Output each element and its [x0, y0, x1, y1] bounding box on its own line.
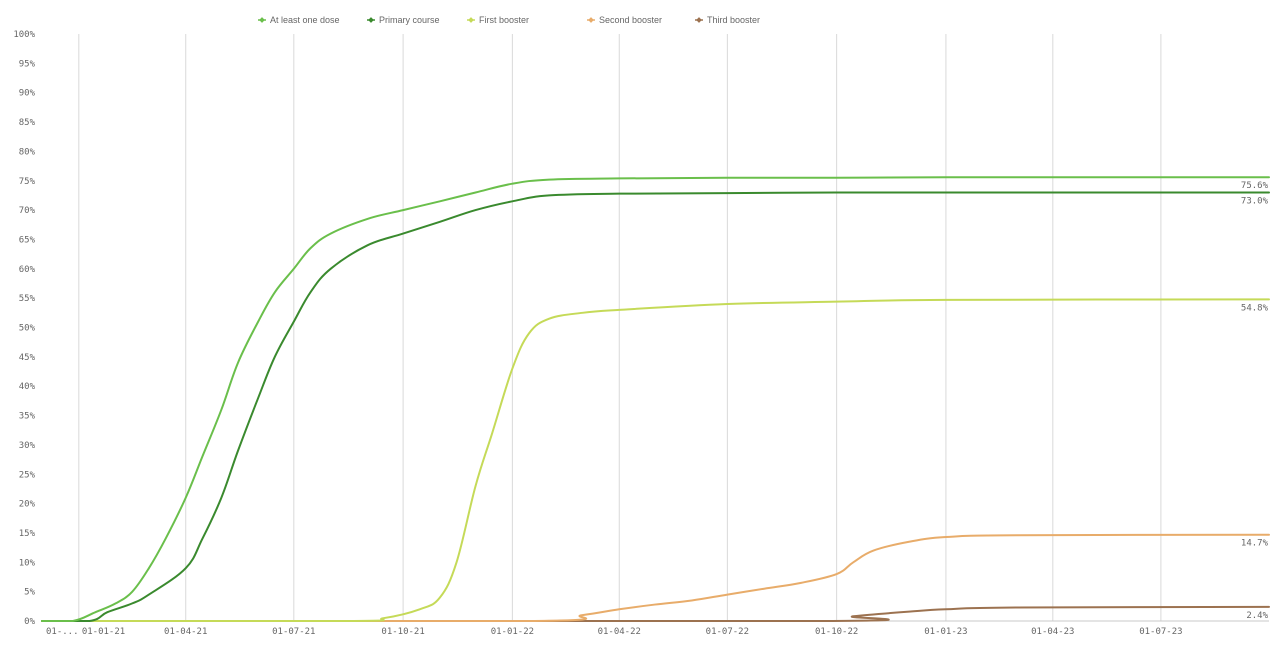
y-tick-label: 5% [24, 588, 35, 598]
x-tick-label: 01-01-23 [924, 627, 967, 637]
legend-label: Primary course [379, 15, 440, 25]
y-tick-label: 85% [19, 118, 36, 128]
legend-swatch-marker [468, 17, 474, 23]
y-tick-label: 60% [19, 265, 36, 275]
x-axis: 01-... 01-01-21 01-04-21 01-07-21 01-10-21 01… [46, 627, 1183, 637]
x-tick-label: 01-04-21 [164, 627, 207, 637]
y-tick-label: 45% [19, 353, 36, 363]
legend-item-first-booster[interactable]: First booster [467, 15, 529, 25]
x-tick-label: 01-04-22 [598, 627, 641, 637]
series-line-first-booster [41, 298, 1270, 623]
grid-layer [42, 34, 1269, 622]
series-line-primary-course [41, 191, 1270, 622]
x-tick-label: 01-01-22 [491, 627, 534, 637]
y-tick-label: 30% [19, 441, 36, 451]
y-tick-label: 65% [19, 235, 36, 245]
y-tick-label: 40% [19, 382, 36, 392]
series-line-third-booster [41, 605, 1270, 623]
legend: At least one dose Primary course First boo… [258, 15, 760, 25]
legend-swatch-marker [588, 17, 594, 23]
legend-label: At least one dose [270, 15, 340, 25]
y-tick-label: 50% [19, 324, 36, 334]
y-tick-label: 75% [19, 177, 36, 187]
y-tick-label: 95% [19, 59, 36, 69]
legend-swatch-marker [259, 17, 265, 23]
y-tick-label: 20% [19, 500, 36, 510]
y-tick-label: 10% [19, 558, 36, 568]
series-layer [41, 176, 1270, 623]
legend-label: First booster [479, 15, 529, 25]
x-tick-label: 01-07-23 [1139, 627, 1182, 637]
legend-label: Second booster [599, 15, 662, 25]
end-labels: 2.4% 14.7% 54.8% 73.0% 75.6% [1241, 181, 1269, 621]
end-label-second-booster: 14.7% [1241, 539, 1269, 549]
legend-item-at-least-one-dose[interactable]: At least one dose [258, 15, 340, 25]
legend-item-second-booster[interactable]: Second booster [587, 15, 662, 25]
legend-swatch-marker [696, 17, 702, 23]
legend-swatch-marker [368, 17, 374, 23]
x-tick-label: 01-04-23 [1031, 627, 1074, 637]
x-tick-label: 01-... [46, 627, 79, 637]
end-label-primary-course: 73.0% [1241, 196, 1269, 206]
y-tick-label: 0% [24, 617, 35, 627]
end-label-at-least-one-dose: 75.6% [1241, 181, 1269, 191]
y-tick-label: 100% [13, 30, 35, 40]
end-label-third-booster: 2.4% [1246, 611, 1268, 621]
y-tick-label: 25% [19, 470, 36, 480]
legend-item-third-booster[interactable]: Third booster [695, 15, 760, 25]
series-line-second-booster [41, 533, 1270, 623]
y-tick-label: 90% [19, 89, 36, 99]
y-tick-label: 35% [19, 412, 36, 422]
end-label-first-booster: 54.8% [1241, 303, 1269, 313]
series-line-at-least-one-dose [41, 176, 1270, 622]
x-tick-label: 01-07-22 [706, 627, 749, 637]
x-tick-label: 01-10-22 [815, 627, 858, 637]
legend-label: Third booster [707, 15, 760, 25]
legend-item-primary-course[interactable]: Primary course [367, 15, 440, 25]
x-tick-label: 01-10-21 [381, 627, 424, 637]
y-tick-label: 15% [19, 529, 36, 539]
x-tick-label: 01-07-21 [272, 627, 315, 637]
y-tick-label: 70% [19, 206, 36, 216]
y-axis: 0% 5% 10% 15% 20% 25% 30% 35% 40% 45% 50% 55% 60% 65%… [13, 30, 35, 627]
y-tick-label: 55% [19, 294, 36, 304]
y-tick-label: 80% [19, 147, 36, 157]
x-tick-label: 01-01-21 [82, 627, 125, 637]
